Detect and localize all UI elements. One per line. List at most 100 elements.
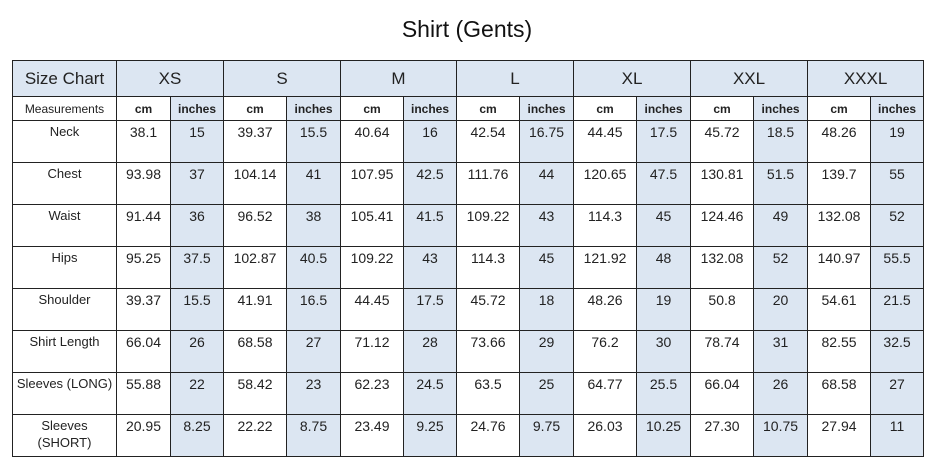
value-cm: 62.23 (340, 372, 404, 415)
value-cm: 130.81 (690, 162, 755, 205)
value-cm: 132.08 (690, 246, 755, 289)
value-cm: 20.95 (116, 414, 171, 457)
value-inches: 26 (170, 330, 224, 373)
value-inches: 29 (519, 330, 575, 373)
value-inches: 23 (286, 372, 341, 415)
value-inches: 43 (402, 246, 458, 289)
value-cm: 50.8 (690, 288, 755, 331)
value-cm: 27.94 (807, 414, 872, 457)
value-cm: 66.04 (116, 330, 171, 373)
value-inches: 41 (286, 162, 341, 205)
value-cm: 78.74 (690, 330, 755, 373)
value-inches: 16.5 (286, 288, 341, 331)
value-inches: 10.75 (753, 414, 809, 457)
value-cm: 71.12 (340, 330, 404, 373)
value-cm: 45.72 (690, 120, 755, 163)
unit-header-inches: inches (170, 96, 224, 121)
value-cm: 42.54 (456, 120, 521, 163)
value-inches: 43 (519, 204, 575, 247)
value-cm: 104.14 (223, 162, 287, 205)
value-cm: 120.65 (573, 162, 638, 205)
value-cm: 111.76 (456, 162, 521, 205)
measurements-label: Measurements (12, 96, 117, 121)
value-cm: 27.30 (690, 414, 755, 457)
unit-header-inches: inches (636, 96, 692, 121)
value-cm: 63.5 (456, 372, 521, 415)
value-inches: 17.5 (636, 120, 692, 163)
value-inches: 27 (286, 330, 341, 373)
value-inches: 30 (636, 330, 692, 373)
value-inches: 27 (870, 372, 925, 415)
unit-header-cm: cm (690, 96, 755, 121)
value-inches: 19 (636, 288, 692, 331)
value-cm: 76.2 (573, 330, 638, 373)
measurement-label: Neck (12, 120, 117, 163)
value-cm: 140.97 (807, 246, 872, 289)
value-inches: 52 (870, 204, 925, 247)
size-header-xxxl: XXXL (807, 60, 925, 97)
corner-label: Size Chart (12, 60, 117, 97)
value-cm: 124.46 (690, 204, 755, 247)
value-inches: 45 (519, 246, 575, 289)
value-inches: 11 (870, 414, 925, 457)
value-cm: 48.26 (573, 288, 638, 331)
value-inches: 8.75 (286, 414, 341, 457)
value-cm: 68.58 (807, 372, 872, 415)
unit-header-inches: inches (870, 96, 925, 121)
value-inches: 38 (286, 204, 341, 247)
unit-header-cm: cm (223, 96, 287, 121)
value-inches: 55 (870, 162, 925, 205)
value-cm: 95.25 (116, 246, 171, 289)
unit-header-inches: inches (286, 96, 341, 121)
value-cm: 22.22 (223, 414, 287, 457)
value-inches: 25.5 (636, 372, 692, 415)
value-cm: 41.91 (223, 288, 287, 331)
value-inches: 15.5 (170, 288, 224, 331)
value-cm: 91.44 (116, 204, 171, 247)
value-cm: 48.26 (807, 120, 872, 163)
value-inches: 31 (753, 330, 809, 373)
value-inches: 52 (753, 246, 809, 289)
unit-header-row: Measurements cm inches cm inches cm inches cm i… (12, 96, 925, 121)
value-cm: 23.49 (340, 414, 404, 457)
unit-header-cm: cm (573, 96, 638, 121)
size-header-xxl: XXL (690, 60, 809, 97)
value-cm: 139.7 (807, 162, 872, 205)
value-cm: 109.22 (340, 246, 404, 289)
value-cm: 55.88 (116, 372, 171, 415)
value-inches: 10.25 (636, 414, 692, 457)
value-cm: 132.08 (807, 204, 872, 247)
value-cm: 68.58 (223, 330, 287, 373)
table-row: Shirt Length 66.04 26 68.58 27 71.12 28 73.66 29… (12, 330, 925, 373)
value-cm: 39.37 (223, 120, 287, 163)
unit-header-cm: cm (340, 96, 404, 121)
value-inches: 28 (402, 330, 458, 373)
unit-header-cm: cm (456, 96, 521, 121)
value-cm: 73.66 (456, 330, 521, 373)
value-inches: 26 (753, 372, 809, 415)
value-inches: 49 (753, 204, 809, 247)
value-inches: 15 (170, 120, 224, 163)
value-cm: 38.1 (116, 120, 171, 163)
value-cm: 109.22 (456, 204, 521, 247)
value-inches: 40.5 (286, 246, 341, 289)
size-chart-table: Size Chart XS S M L XL XXL XXXL Measurements c… (12, 60, 925, 457)
value-inches: 17.5 (402, 288, 458, 331)
value-inches: 21.5 (870, 288, 925, 331)
table-row: Chest 93.98 37 104.14 41 107.95 42.5 111.76 44 12… (12, 162, 925, 205)
value-inches: 45 (636, 204, 692, 247)
value-cm: 54.61 (807, 288, 872, 331)
value-inches: 16.75 (519, 120, 575, 163)
value-inches: 18.5 (753, 120, 809, 163)
value-inches: 47.5 (636, 162, 692, 205)
value-cm: 44.45 (340, 288, 404, 331)
table-row: Sleeves (SHORT) 20.95 8.25 22.22 8.75 23.49 9.… (12, 414, 925, 457)
size-header-l: L (456, 60, 575, 97)
value-inches: 18 (519, 288, 575, 331)
value-cm: 58.42 (223, 372, 287, 415)
measurement-label: Chest (12, 162, 117, 205)
value-cm: 102.87 (223, 246, 287, 289)
value-cm: 40.64 (340, 120, 404, 163)
measurement-label: Waist (12, 204, 117, 247)
value-inches: 41.5 (402, 204, 458, 247)
